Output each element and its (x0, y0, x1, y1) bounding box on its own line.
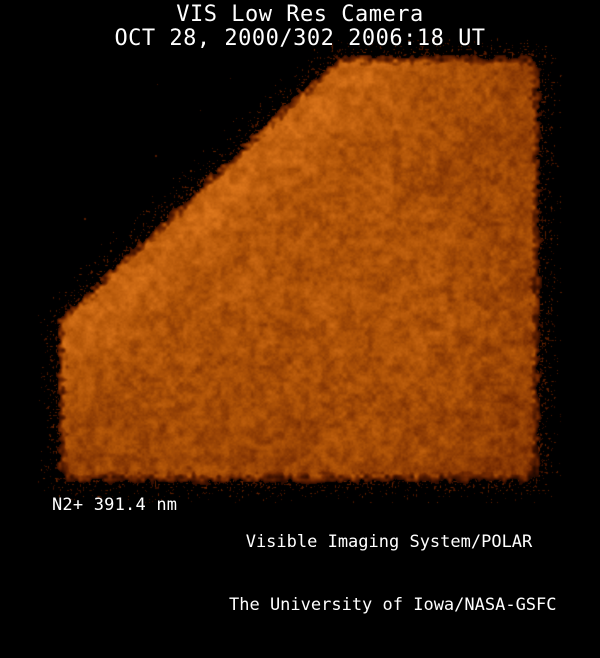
credit-instrument-line: Visible Imaging System/POLAR (245, 532, 533, 552)
camera-image (0, 0, 600, 545)
filter-wavelength-label: N2+ 391.4 nm (52, 495, 178, 515)
image-title: VIS Low Res Camera (176, 2, 424, 27)
credit-block: Visible Imaging System/POLAR The Univers… (229, 490, 557, 658)
credit-institution-line: The University of Iowa/NASA-GSFC (229, 595, 557, 615)
image-timestamp: OCT 28, 2000/302 2006:18 UT (114, 26, 486, 51)
vis-camera-frame: VIS Low Res Camera OCT 28, 2000/302 2006… (0, 0, 600, 615)
